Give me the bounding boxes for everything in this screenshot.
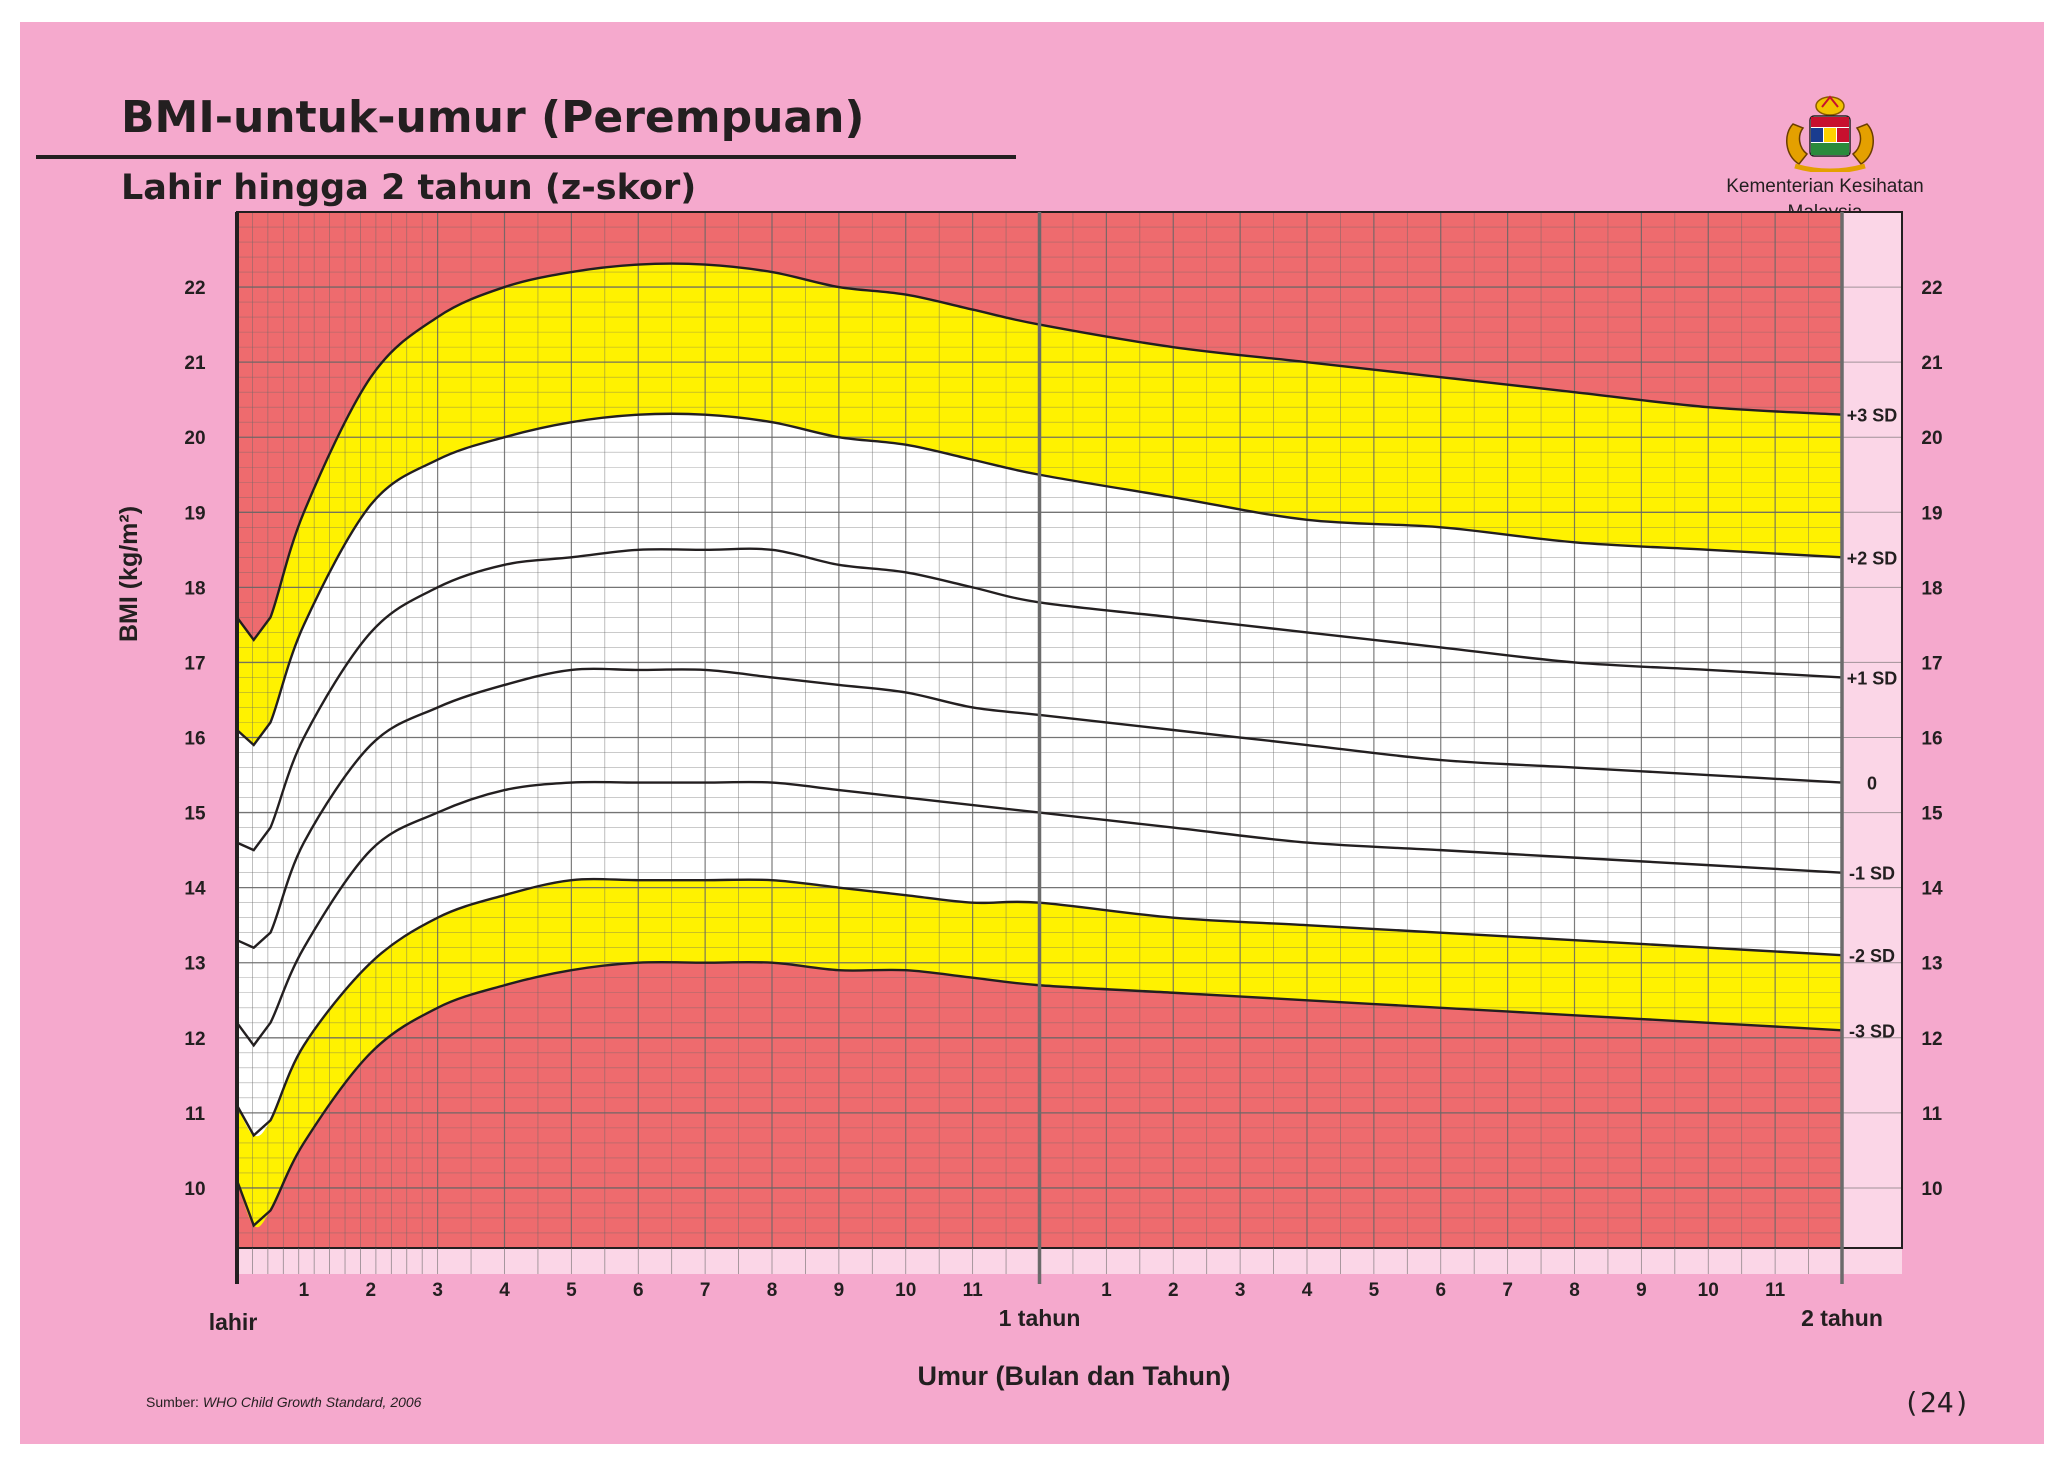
series-line-2 xyxy=(236,412,1843,747)
y-tick-label-left: 17 xyxy=(184,653,205,674)
x-tick-label: 3 xyxy=(432,1280,443,1301)
series-line-4 xyxy=(236,667,1843,950)
y-tick-label-right: 12 xyxy=(1921,1029,1942,1050)
sd-label: -3 SD xyxy=(1849,1021,1895,1041)
y-tick-label-left: 16 xyxy=(184,729,205,750)
x-tick-label: 5 xyxy=(566,1280,577,1301)
x-tick-label: 3 xyxy=(1235,1280,1246,1301)
x-tick-label: 4 xyxy=(1302,1280,1313,1301)
y-tick-label-left: 14 xyxy=(184,879,206,900)
series-lines xyxy=(235,262,1843,1228)
y-tick-label-left: 18 xyxy=(184,578,205,599)
sd-label: -1 SD xyxy=(1849,864,1895,884)
x-tick-label: 9 xyxy=(834,1280,845,1301)
sd-label: +2 SD xyxy=(1847,548,1898,568)
x-tick-label: 10 xyxy=(895,1280,916,1301)
x-tick-label: 1 tahun xyxy=(999,1305,1081,1331)
source-note: Sumber: WHO Child Growth Standard, 2006 xyxy=(146,1394,421,1410)
x-tick-label: 6 xyxy=(1435,1280,1446,1301)
sd-label: +1 SD xyxy=(1847,668,1898,688)
page-subtitle: Lahir hingga 2 tahun (z-skor) xyxy=(121,168,697,208)
y-tick-label-right: 18 xyxy=(1921,578,1942,599)
x-tick-label: 4 xyxy=(499,1280,510,1301)
y-tick-label-left: 10 xyxy=(184,1179,205,1200)
x-tick-label: 11 xyxy=(963,1280,984,1301)
y-tick-label-right: 11 xyxy=(1922,1104,1943,1125)
y-tick-label-left: 11 xyxy=(185,1104,206,1125)
right-panel xyxy=(1842,212,1902,1248)
source-label: Sumber: xyxy=(146,1394,199,1410)
series-line-6 xyxy=(235,877,1843,1138)
sd-label: 0 xyxy=(1867,774,1877,794)
x-tick-label: 1 xyxy=(1101,1280,1112,1301)
x-tick-label: lahir xyxy=(209,1309,258,1335)
y-tick-label-left: 22 xyxy=(184,278,205,299)
zone-fills xyxy=(237,212,1902,1274)
x-tick-label: 10 xyxy=(1698,1280,1719,1301)
x-tick-label: 2 tahun xyxy=(1801,1305,1883,1331)
x-tick-label: 6 xyxy=(633,1280,644,1301)
y-tick-label-right: 22 xyxy=(1921,278,1942,299)
y-tick-label-left: 12 xyxy=(184,1029,205,1050)
x-tick-label: 11 xyxy=(1765,1280,1786,1301)
x-tick-label: 7 xyxy=(1502,1280,1513,1301)
series-line-5 xyxy=(236,780,1843,1048)
page-title: BMI-untuk-umur (Perempuan) xyxy=(121,92,865,143)
y-tick-label-right: 13 xyxy=(1921,954,1942,975)
series-line-7 xyxy=(235,960,1843,1228)
y-tick-label-left: 20 xyxy=(184,428,205,449)
y-tick-label-right: 19 xyxy=(1921,503,1942,524)
y-axis-title: BMI (kg/m²) xyxy=(115,506,143,642)
series-line-3 xyxy=(236,547,1843,852)
y-tick-label-left: 21 xyxy=(184,353,206,374)
page-number: (24) xyxy=(1903,1386,1971,1419)
sd-label: -2 SD xyxy=(1849,946,1895,966)
bottom-strip xyxy=(237,1248,1902,1274)
x-tick-label: 7 xyxy=(700,1280,711,1301)
x-tick-label: 1 xyxy=(299,1280,310,1301)
y-tick-label-right: 10 xyxy=(1921,1179,1942,1200)
y-tick-label-right: 17 xyxy=(1921,653,1942,674)
y-tick-label-right: 15 xyxy=(1921,804,1943,825)
series-line-1 xyxy=(236,262,1843,642)
x-tick-label: 5 xyxy=(1369,1280,1380,1301)
y-tick-label-left: 15 xyxy=(184,804,206,825)
x-tick-label: 9 xyxy=(1636,1280,1647,1301)
chart-frame xyxy=(235,211,1903,1284)
y-tick-label-left: 13 xyxy=(184,954,205,975)
ministry-line-1: Kementerian Kesihatan xyxy=(1726,176,1924,197)
x-axis-title: Umur (Bulan dan Tahun) xyxy=(918,1361,1231,1391)
x-tick-label: 2 xyxy=(365,1280,376,1301)
coat-of-arms-icon xyxy=(1786,95,1874,172)
y-tick-label-right: 14 xyxy=(1921,879,1943,900)
x-tick-label: 8 xyxy=(1569,1280,1580,1301)
y-tick-label-left: 19 xyxy=(184,503,205,524)
sd-label: +3 SD xyxy=(1847,406,1898,426)
x-tick-label: 8 xyxy=(767,1280,778,1301)
y-tick-label-right: 20 xyxy=(1921,428,1942,449)
source-text: WHO Child Growth Standard, 2006 xyxy=(202,1394,422,1410)
y-tick-label-right: 21 xyxy=(1921,353,1943,374)
title-underline xyxy=(36,155,1016,159)
x-tick-label: 2 xyxy=(1168,1280,1179,1301)
y-tick-label-right: 16 xyxy=(1921,729,1942,750)
